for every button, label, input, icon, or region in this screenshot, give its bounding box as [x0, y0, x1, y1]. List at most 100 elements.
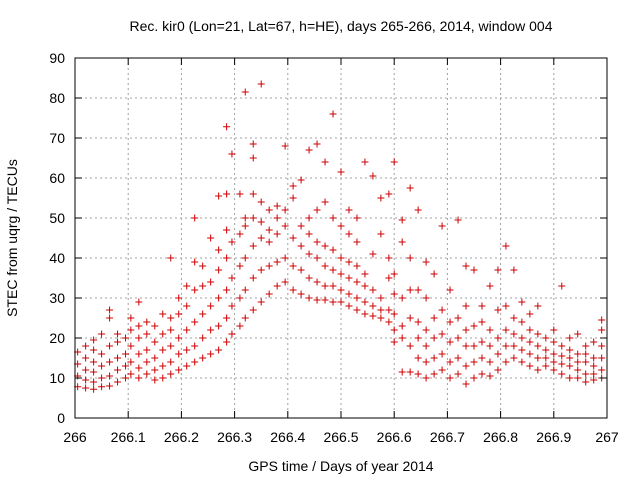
data-point: [582, 370, 590, 378]
data-point: [135, 350, 143, 358]
data-point: [114, 378, 122, 386]
data-point: [215, 346, 223, 354]
x-tick-label: 266.8: [483, 429, 518, 445]
data-point: [353, 238, 361, 246]
data-point: [526, 362, 534, 370]
y-tick-label: 90: [49, 50, 65, 66]
data-point: [265, 226, 273, 234]
data-point: [159, 374, 167, 382]
data-point: [183, 302, 191, 310]
data-point: [462, 362, 470, 370]
data-point: [90, 336, 98, 344]
data-point: [582, 350, 590, 358]
data-point: [241, 286, 249, 294]
data-point: [313, 140, 321, 148]
data-point: [598, 342, 606, 350]
y-tick-label: 60: [49, 170, 65, 186]
data-point: [390, 326, 398, 334]
data-point: [175, 294, 183, 302]
data-point: [167, 370, 175, 378]
data-point: [470, 358, 478, 366]
data-point: [494, 266, 502, 274]
x-axis-label: GPS time / Days of year 2014: [248, 458, 433, 474]
data-point: [345, 290, 353, 298]
data-point: [167, 254, 175, 262]
data-point: [590, 376, 598, 384]
data-point: [313, 238, 321, 246]
data-point: [313, 296, 321, 304]
y-tick-label: 80: [49, 90, 65, 106]
data-point: [337, 298, 345, 306]
data-point: [175, 350, 183, 358]
data-point: [207, 278, 215, 286]
data-point: [534, 366, 542, 374]
data-point: [462, 380, 470, 388]
data-point: [526, 310, 534, 318]
data-point: [574, 330, 582, 338]
y-tick-label: 30: [49, 290, 65, 306]
data-point: [273, 258, 281, 266]
data-point: [257, 80, 265, 88]
data-point: [353, 294, 361, 302]
data-point: [191, 358, 199, 366]
data-point: [90, 368, 98, 376]
data-point: [478, 354, 486, 362]
data-point: [106, 306, 114, 314]
data-point: [590, 354, 598, 362]
data-point: [90, 385, 98, 393]
data-point: [135, 334, 143, 342]
data-point: [414, 206, 422, 214]
data-point: [135, 298, 143, 306]
data-point: [228, 274, 236, 282]
data-point: [321, 296, 329, 304]
data-point: [462, 302, 470, 310]
data-point: [329, 214, 337, 222]
data-point: [281, 278, 289, 286]
data-point: [199, 262, 207, 270]
data-point: [236, 262, 244, 270]
data-point: [430, 370, 438, 378]
data-point: [345, 230, 353, 238]
data-point: [598, 326, 606, 334]
data-point: [361, 282, 369, 290]
data-point: [249, 274, 257, 282]
data-point: [241, 254, 249, 262]
data-point: [167, 326, 175, 334]
data-point: [446, 358, 454, 366]
data-point: [223, 338, 231, 346]
data-point: [98, 330, 106, 338]
data-point: [369, 250, 377, 258]
data-point: [534, 302, 542, 310]
data-point: [159, 346, 167, 354]
data-point: [486, 326, 494, 334]
data-point: [159, 362, 167, 370]
data-point: [98, 383, 106, 391]
data-point: [122, 350, 130, 358]
data-point: [566, 362, 574, 370]
data-point: [542, 346, 550, 354]
data-point: [305, 214, 313, 222]
data-point: [321, 282, 329, 290]
data-point: [550, 338, 558, 346]
data-point: [502, 358, 510, 366]
data-point: [143, 318, 151, 326]
data-point: [510, 314, 518, 322]
data-point: [454, 370, 462, 378]
data-point: [106, 342, 114, 350]
data-point: [494, 366, 502, 374]
data-point: [558, 282, 566, 290]
data-point: [191, 286, 199, 294]
data-point: [337, 168, 345, 176]
data-point: [236, 294, 244, 302]
data-point: [422, 374, 430, 382]
data-point: [223, 226, 231, 234]
data-point: [183, 282, 191, 290]
data-point: [191, 258, 199, 266]
data-point: [550, 350, 558, 358]
data-point: [98, 374, 106, 382]
data-point: [369, 312, 377, 320]
data-point: [430, 314, 438, 322]
data-point: [114, 354, 122, 362]
data-point: [353, 214, 361, 222]
